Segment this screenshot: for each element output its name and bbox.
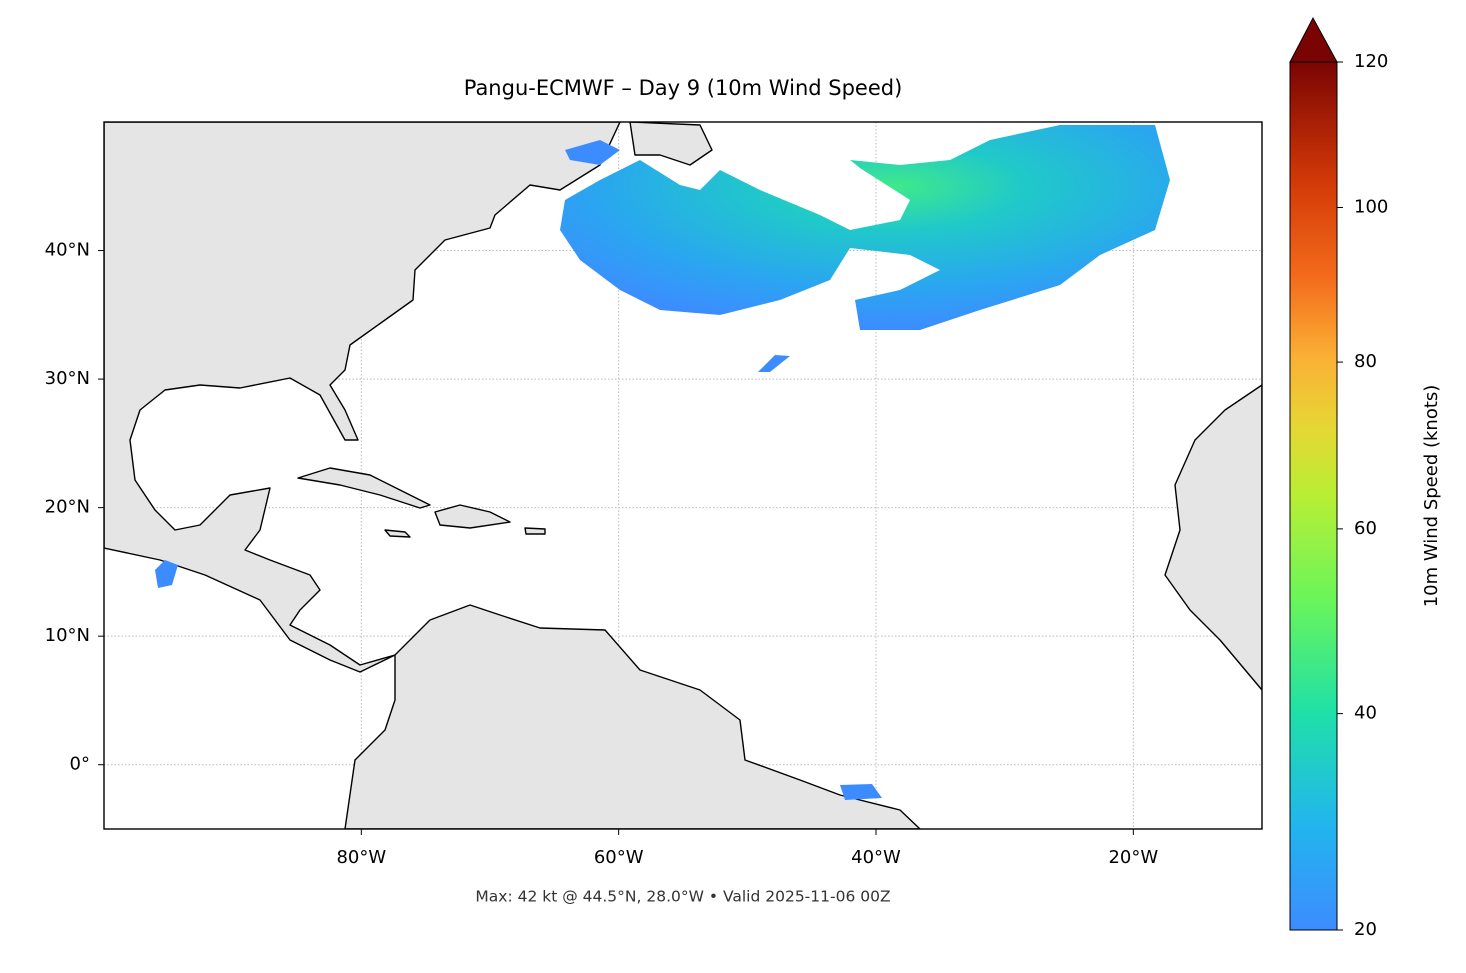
colorbar-extend: [1289, 16, 1338, 63]
south-america: [344, 604, 921, 829]
wind-patch: [758, 355, 790, 372]
wind-patch: [155, 560, 178, 588]
y-tick-label: 0°: [70, 754, 90, 775]
y-tick-label: 40°N: [45, 240, 90, 261]
north-america: [104, 122, 621, 673]
annotation: Max: 42 kt @ 44.5°N, 28.0°W • Valid 2025…: [475, 888, 890, 906]
newfoundland: [629, 122, 713, 166]
colorbar: [1289, 61, 1338, 931]
y-tick-label: 10°N: [45, 625, 90, 646]
colorbar-tick-label: 120: [1354, 51, 1388, 72]
map-frame: [103, 121, 1263, 830]
wind-swath: [560, 125, 1170, 330]
wind-patch: [840, 784, 882, 800]
colorbar-tick-label: 80: [1354, 351, 1377, 372]
map: [104, 122, 1262, 829]
title: Pangu-ECMWF – Day 9 (10m Wind Speed): [464, 76, 903, 100]
wind-patch: [565, 140, 620, 165]
colorbar-tick-label: 60: [1354, 518, 1377, 539]
y-tick-label: 20°N: [45, 497, 90, 518]
cuba: [297, 467, 431, 509]
colorbar-tick-label: 40: [1354, 703, 1377, 724]
hispaniola: [434, 504, 511, 529]
x-tick-label: 80°W: [336, 847, 386, 868]
puerto-rico: [524, 527, 546, 535]
x-tick-label: 40°W: [851, 847, 901, 868]
colorbar-tick-label: 100: [1354, 197, 1388, 218]
y-tick-label: 30°N: [45, 368, 90, 389]
jamaica: [384, 529, 411, 538]
x-tick-label: 20°W: [1108, 847, 1158, 868]
colorbar-tick-label: 20: [1354, 919, 1377, 940]
africa: [1164, 384, 1262, 691]
x-tick-label: 60°W: [594, 847, 644, 868]
colorbar-label: 10m Wind Speed (knots): [1421, 385, 1442, 608]
